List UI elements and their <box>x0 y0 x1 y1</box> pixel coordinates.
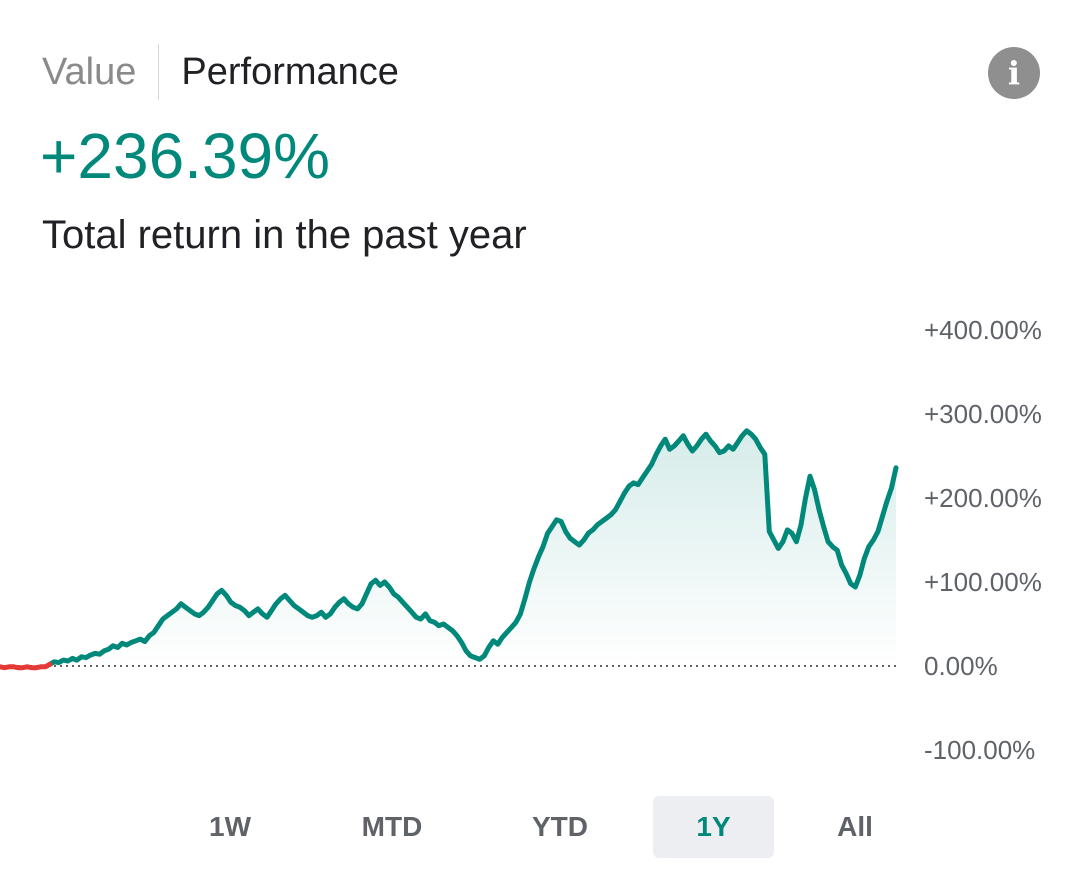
range-selector: 1W MTD YTD 1Y All <box>0 796 1080 858</box>
y-tick-label: +200.00% <box>924 483 1042 513</box>
total-return-caption: Total return in the past year <box>42 213 527 257</box>
y-tick-label: -100.00% <box>924 735 1035 765</box>
y-tick-label: +300.00% <box>924 399 1042 429</box>
info-icon[interactable]: i <box>988 47 1040 99</box>
range-mtd-button[interactable]: MTD <box>361 811 423 842</box>
performance-chart: +400.00% +300.00% +200.00% +100.00% 0.00% -10… <box>0 315 1042 765</box>
total-return-value: +236.39% <box>40 120 331 192</box>
tab-divider <box>158 44 160 100</box>
tab-value[interactable]: Value <box>42 51 137 93</box>
series-line-negative-segment <box>0 661 53 671</box>
y-tick-label: 0.00% <box>924 651 998 681</box>
view-tabs: Value Performance <box>42 44 399 100</box>
y-axis-ticks: +400.00% +300.00% +200.00% +100.00% 0.00% -10… <box>924 315 1042 765</box>
y-tick-label: +400.00% <box>924 315 1042 345</box>
series-line <box>47 428 899 667</box>
chart-area-fill <box>49 430 897 666</box>
range-all-button[interactable]: All <box>837 811 873 842</box>
y-tick-label: +100.00% <box>924 567 1042 597</box>
range-ytd-button[interactable]: YTD <box>532 811 588 842</box>
tab-performance[interactable]: Performance <box>181 51 399 93</box>
range-1w-button[interactable]: 1W <box>209 811 251 842</box>
range-1y-button[interactable]: 1Y <box>653 796 774 858</box>
